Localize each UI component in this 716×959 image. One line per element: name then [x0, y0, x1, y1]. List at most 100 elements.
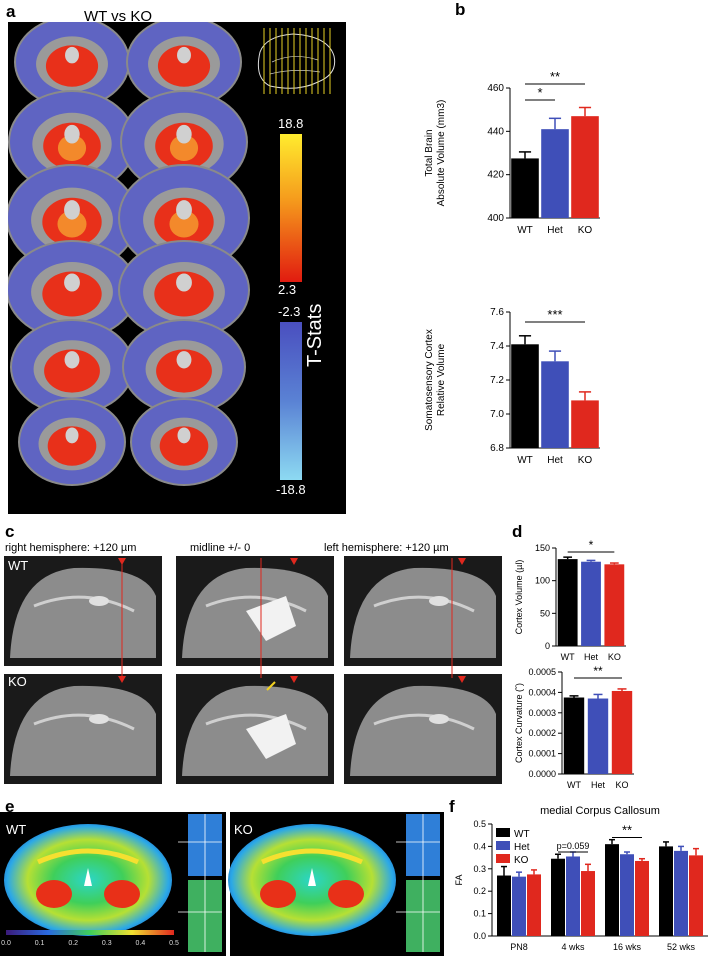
ventricle	[177, 46, 191, 64]
bar	[551, 858, 565, 936]
corpus-callosum	[260, 848, 364, 865]
chart-corpus-callosum-fa: medial Corpus Callosum 0.0 0.1 0.2 0.3 0.4 0.5…	[454, 805, 708, 952]
x-tick-label: KO	[608, 652, 621, 662]
bar	[541, 129, 569, 218]
significance-label: **	[622, 822, 632, 837]
brain-stats-map-panel: WT vs KO 18.8 2.3 -2.3 -18.8 T-Stats	[8, 8, 346, 514]
y-tick-label: 0.3	[473, 864, 486, 874]
bar	[581, 561, 601, 646]
brain-section	[118, 240, 250, 340]
brain-section	[120, 90, 248, 194]
bar	[674, 850, 688, 936]
brain-section	[8, 164, 138, 272]
x-tick-label: Het	[591, 780, 606, 790]
brain-section	[10, 319, 134, 415]
mri-image	[4, 674, 162, 784]
y-tick-label: 150	[535, 543, 550, 553]
sagittal-mri-grid	[4, 556, 502, 784]
ventricle	[176, 351, 192, 369]
bar	[566, 856, 580, 936]
legend-label: KO	[514, 855, 529, 866]
x-tick-label: KO	[578, 225, 593, 236]
ventricle	[176, 200, 192, 220]
x-tick-label: 16 wks	[613, 942, 642, 952]
colorbar-min-pos-label: 2.3	[278, 282, 297, 297]
corpus-callosum	[36, 848, 140, 865]
x-tick-label: Het	[547, 455, 563, 466]
ventricle	[89, 714, 109, 724]
y-tick-label: 440	[487, 126, 504, 137]
positive-tstat-region	[159, 426, 209, 466]
bar	[605, 844, 619, 936]
chart-cortex-volume: 0 50 100 150 WT Het KO Cortex Volume (µl) *	[514, 538, 626, 662]
panel-label-a: a	[6, 2, 16, 21]
mri-image	[176, 556, 334, 666]
mri-image	[176, 674, 334, 784]
cortex-marker-arrow	[458, 676, 466, 683]
high-tstat-region	[57, 135, 87, 161]
bar	[497, 875, 511, 936]
fa-map-figure: 0.0 0.1 0.2 0.3 0.4 0.5	[0, 812, 444, 956]
x-tick-label: WT	[567, 780, 581, 790]
y-tick-label: 0.5	[473, 819, 486, 829]
hippocampus	[205, 595, 307, 613]
bar	[571, 116, 599, 218]
y-tick-label: 460	[487, 83, 504, 94]
chart-total-brain-volume: 400 420 440 460 WT Het KO Total Brain Absolute V…	[424, 70, 600, 236]
cortex-marker-arrow	[458, 558, 466, 565]
colorbar-axis-label: T-Stats	[304, 303, 326, 367]
fa-map	[228, 812, 444, 956]
ventricle	[176, 124, 192, 144]
high-tstat-region	[169, 210, 199, 238]
ventricle	[246, 714, 296, 759]
y-tick-label: 0.2	[473, 886, 486, 896]
x-tick-label: PN8	[510, 942, 528, 952]
legend-label: WT	[514, 829, 530, 840]
brain-section	[126, 22, 242, 108]
y-tick-label: 0.0001	[528, 749, 556, 759]
significance-label: ***	[547, 307, 562, 322]
x-tick-label: KO	[578, 455, 593, 466]
x-tick-label: WT	[561, 652, 575, 662]
column-title-left-hemisphere: left hemisphere: +120 µm	[324, 542, 449, 554]
cortex-marker-arrow	[290, 558, 298, 565]
chart-somatosensory-cortex: 6.8 7.0 7.2 7.4 7.6 WT Het KO Somatosensory Cort…	[424, 307, 600, 466]
bar	[587, 698, 609, 774]
mri-image	[344, 556, 502, 666]
hippocampus	[33, 713, 135, 731]
ventricle	[64, 351, 80, 369]
legend-swatch	[496, 854, 510, 863]
y-tick-label: 0.0	[473, 931, 486, 941]
y-axis-label: FA	[454, 874, 464, 885]
positive-tstat-region	[42, 271, 102, 317]
chart-title: medial Corpus Callosum	[540, 805, 660, 817]
bar	[620, 854, 634, 936]
fa-scale-tick-label: 0.1	[35, 940, 45, 947]
fa-scale-tick-label: 0.3	[102, 940, 112, 947]
colorbar-min-neg-label: -18.8	[276, 482, 306, 497]
y-axis-label: Absolute Volume (mm3)	[436, 100, 447, 207]
bar	[581, 871, 595, 936]
fa-scale-tick-label: 0.0	[1, 940, 11, 947]
white-arrow-icon	[84, 868, 92, 886]
brain-tissue	[10, 685, 156, 776]
bar	[527, 874, 541, 936]
colorbar-max-neg-label: -2.3	[278, 304, 301, 319]
high-fa-region	[104, 880, 140, 908]
bar	[512, 876, 526, 936]
bar	[511, 158, 539, 218]
y-tick-label: 100	[535, 576, 550, 586]
panel-label-c: c	[5, 522, 15, 541]
x-tick-label: 52 wks	[667, 942, 696, 952]
high-fa-region	[36, 880, 72, 908]
y-tick-label: 6.8	[490, 443, 504, 454]
x-tick-label: Het	[547, 225, 563, 236]
y-tick-label: 400	[487, 213, 504, 224]
slice-position-lines	[263, 28, 331, 94]
bar	[611, 690, 633, 774]
positive-tstat-region	[47, 426, 97, 466]
high-tstat-region	[57, 210, 87, 238]
brain-section	[8, 90, 136, 194]
ventricle	[89, 596, 109, 606]
fa-scale-tick-label: 0.2	[68, 940, 78, 947]
